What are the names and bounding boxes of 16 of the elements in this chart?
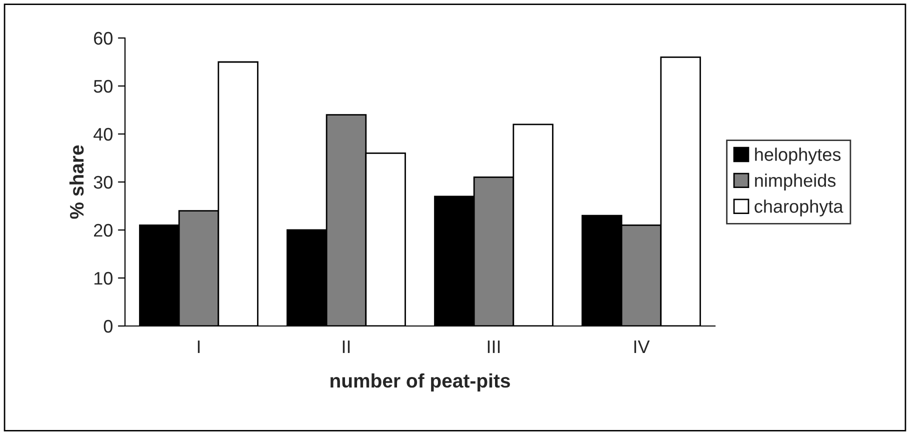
legend-label: helophytes <box>755 148 841 165</box>
y-tick-label: 60 <box>94 32 112 45</box>
y-tick-label: 10 <box>94 272 112 285</box>
x-tick-label: II <box>342 340 350 353</box>
y-tick-label: 0 <box>104 320 112 333</box>
x-tick-label: I <box>198 340 200 353</box>
legend-label: charophyta <box>754 200 844 216</box>
y-tick-label: 50 <box>94 80 112 93</box>
x-tick-label: IV <box>634 340 650 353</box>
y-axis-title: % share <box>69 145 84 219</box>
legend-label: nimpheids <box>755 174 836 190</box>
x-axis-title: number of peat-pits <box>330 373 510 392</box>
y-tick-label: 30 <box>94 176 112 189</box>
y-tick-label: 20 <box>94 224 112 237</box>
x-tick-label: III <box>488 340 500 353</box>
y-tick-label: 40 <box>94 128 112 141</box>
